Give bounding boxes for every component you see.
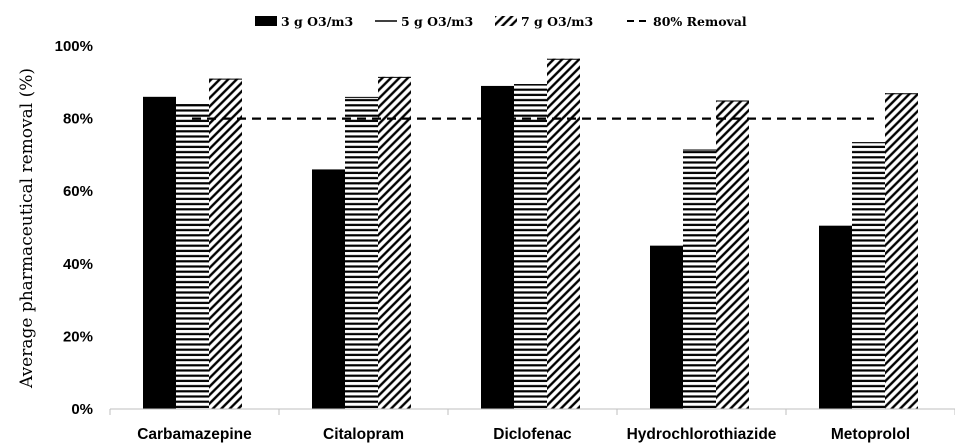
x-tick-label: Hydrochlorothiazide (627, 426, 777, 443)
y-tick-label: 40% (63, 256, 93, 273)
legend-item: 5 g O3/m3 (375, 14, 473, 29)
bar-5-g-o3-m3-metoprolol (852, 142, 885, 409)
bar-3-g-o3-m3-metoprolol (819, 225, 852, 409)
legend-label: 3 g O3/m3 (281, 14, 353, 29)
y-tick-label: 60% (63, 183, 93, 200)
legend-item: 7 g O3/m3 (495, 14, 593, 29)
x-tick-label: Citalopram (323, 426, 404, 443)
bar-7-g-o3-m3-metoprolol (885, 93, 918, 409)
x-tick-label: Metoprolol (831, 426, 910, 443)
bar-3-g-o3-m3-diclofenac (481, 85, 514, 410)
legend-swatch-hatch (495, 16, 517, 26)
legend-swatch-solid (255, 16, 277, 26)
x-tick-label: Carbamazepine (137, 426, 252, 443)
bar-5-g-o3-m3-citalopram (345, 96, 378, 409)
bar-3-g-o3-m3-hydrochlorothiazide (650, 245, 683, 409)
legend-label: 7 g O3/m3 (521, 14, 593, 29)
legend-label: 5 g O3/m3 (401, 14, 473, 29)
bar-5-g-o3-m3-hydrochlorothiazide (683, 149, 716, 409)
bar-7-g-o3-m3-diclofenac (547, 58, 580, 410)
bar-7-g-o3-m3-citalopram (378, 76, 411, 409)
bar-3-g-o3-m3-carbamazepine (143, 96, 176, 409)
legend-item: 3 g O3/m3 (255, 14, 353, 29)
y-axis-label: Average pharmaceutical removal (%) (17, 68, 37, 389)
x-axis-ticks: Carbamazepine Citalopram Diclofenac Hydroch… (137, 426, 910, 443)
bar-3-g-o3-m3-citalopram (312, 169, 345, 409)
legend-item: 80% Removal (627, 14, 747, 29)
y-axis-ticks: 0% 20% 40% 60% 80% 100% (55, 38, 93, 418)
x-tick-label: Diclofenac (493, 426, 572, 443)
bar-7-g-o3-m3-hydrochlorothiazide (716, 100, 749, 409)
y-tick-label: 100% (55, 38, 93, 55)
y-tick-label: 80% (63, 111, 93, 128)
bar-5-g-o3-m3-carbamazepine (176, 104, 209, 409)
bar-7-g-o3-m3-carbamazepine (209, 78, 242, 410)
legend-label: 80% Removal (653, 14, 747, 29)
x-axis (109, 408, 955, 415)
y-tick-label: 0% (71, 401, 93, 418)
bars (143, 58, 918, 410)
y-tick-label: 20% (63, 328, 93, 345)
bar-5-g-o3-m3-diclofenac (514, 84, 547, 410)
legend: 3 g O3/m3 5 g O3/m3 7 g O3/m3 80% Removal (255, 14, 747, 29)
